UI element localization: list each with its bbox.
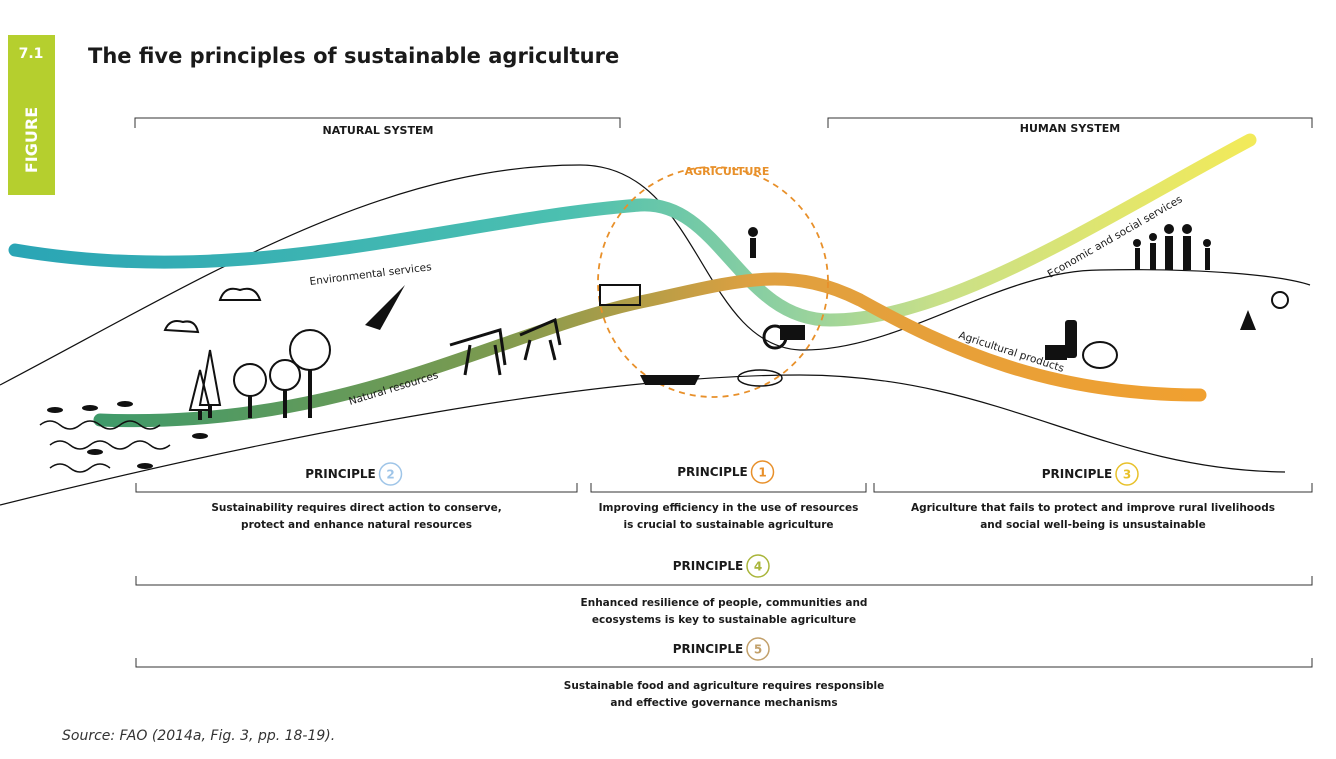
bracket (136, 483, 577, 492)
principle-label: PRINCIPLE (305, 467, 375, 481)
principle-text: and effective governance mechanisms (610, 697, 837, 709)
source: Source: FAO (2014a, Fig. 3, pp. 18-19). (62, 728, 335, 744)
landscape-line (0, 165, 1310, 385)
figure-number: 7.1 (19, 46, 44, 62)
figure: 7.1 FIGURE The five principles of sustai… (0, 0, 1336, 755)
principle-label: PRINCIPLE (677, 465, 747, 479)
principle-number: 4 (754, 560, 762, 574)
flow-label: Environmental services (309, 261, 432, 288)
title: The five principles of sustainable agric… (88, 44, 619, 68)
principle-label: PRINCIPLE (673, 642, 743, 656)
flow-band (15, 140, 1250, 320)
bracket (874, 483, 1312, 492)
principle-text: is crucial to sustainable agriculture (623, 519, 833, 531)
principle-number: 1 (758, 466, 766, 480)
system-label: NATURAL SYSTEM (323, 124, 434, 137)
principle-label: PRINCIPLE (1042, 467, 1112, 481)
principle-text: Enhanced resilience of people, communiti… (581, 597, 868, 609)
agriculture-label: AGRICULTURE (685, 165, 770, 178)
principle-number: 2 (386, 468, 394, 482)
bracket (591, 483, 866, 492)
principle-text: and social well-being is unsustainable (980, 519, 1206, 531)
page: 7.1 FIGURE The five principles of sustai… (0, 0, 1336, 759)
principle-text: Sustainable food and agriculture require… (564, 680, 884, 692)
system-label: HUMAN SYSTEM (1020, 122, 1120, 135)
landscape-line (0, 375, 1285, 505)
principle-text: Agriculture that fails to protect and im… (911, 502, 1275, 514)
flow-band (100, 279, 1200, 421)
bracket (136, 658, 1312, 667)
principle-text: protect and enhance natural resources (241, 519, 472, 531)
principle-number: 5 (754, 643, 762, 657)
figure-label: FIGURE (22, 107, 41, 173)
principle-number: 3 (1123, 468, 1131, 482)
principle-label: PRINCIPLE (673, 559, 743, 573)
bracket (136, 576, 1312, 585)
principle-text: ecosystems is key to sustainable agricul… (592, 614, 856, 626)
principle-text: Sustainability requires direct action to… (211, 502, 501, 514)
principle-text: Improving efficiency in the use of resou… (599, 502, 859, 514)
